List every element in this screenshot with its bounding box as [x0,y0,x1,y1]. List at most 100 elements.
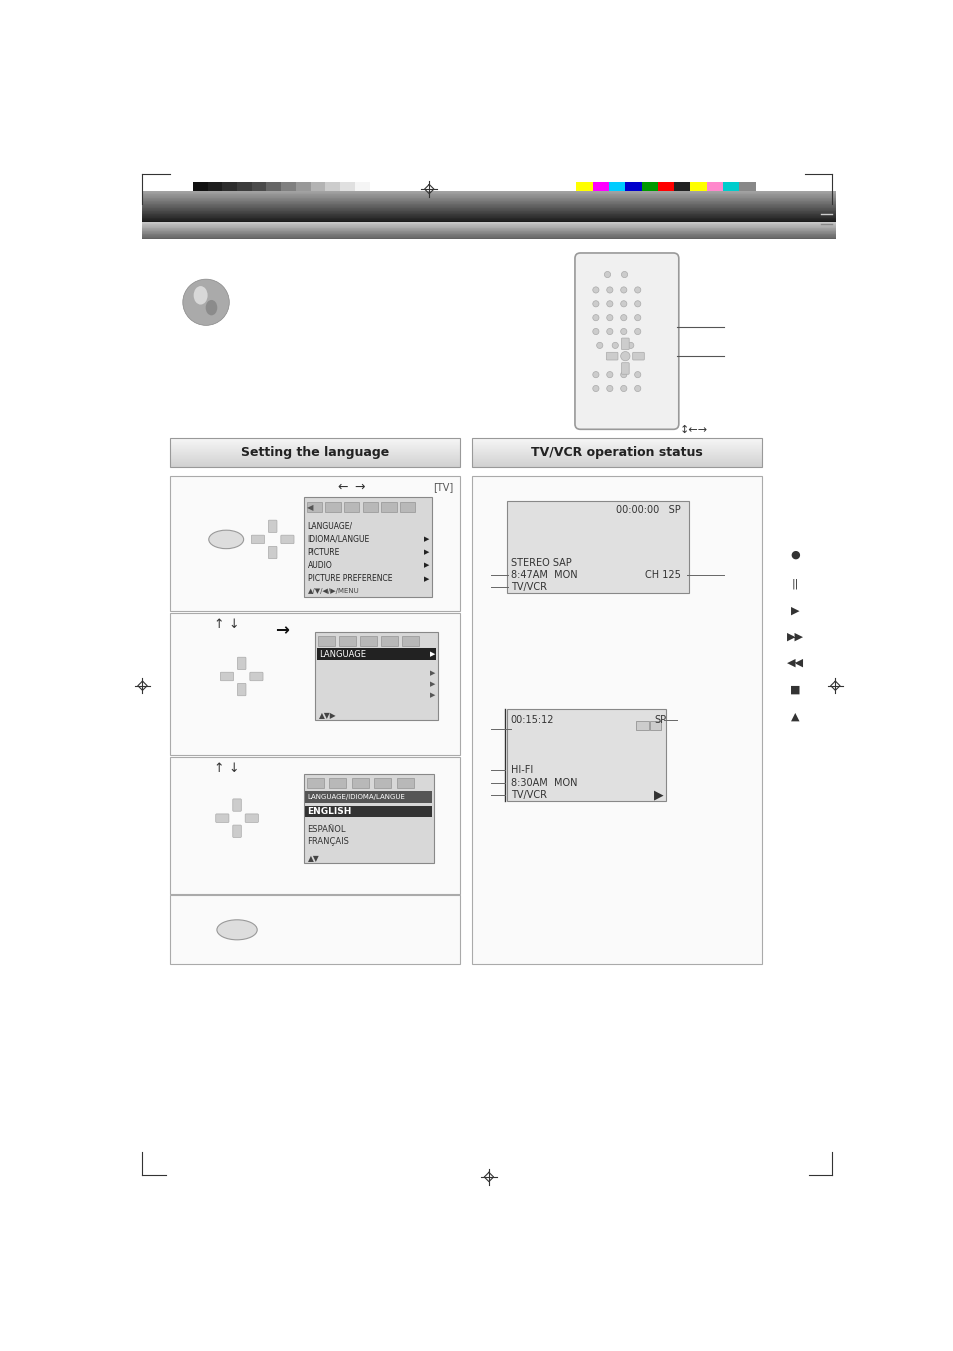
Text: ↕←→: ↕←→ [679,426,707,435]
Bar [352,778,369,788]
Text: ●: ● [789,550,799,559]
Circle shape [620,315,626,320]
Text: TV/VCR: TV/VCR [510,790,546,800]
Text: [TV]: [TV] [433,482,453,492]
Bar [355,182,369,199]
Text: ↓: ↓ [229,617,239,631]
Bar [690,182,706,199]
FancyBboxPatch shape [252,535,264,543]
Bar [170,757,459,893]
Circle shape [634,385,640,392]
Bar [266,182,281,199]
Text: ▲/▼/◀/▶/MENU: ▲/▼/◀/▶/MENU [307,588,359,594]
Bar [170,896,459,965]
Text: 00:15:12: 00:15:12 [510,715,554,724]
Text: AUDIO: AUDIO [307,561,332,570]
Text: ↑: ↑ [213,617,223,631]
Bar [307,501,322,512]
Bar [636,721,648,731]
Circle shape [606,301,612,307]
FancyBboxPatch shape [233,825,241,838]
Text: ↑: ↑ [213,762,223,774]
Circle shape [620,286,626,293]
Text: 8:47AM  MON: 8:47AM MON [510,570,577,580]
Circle shape [634,301,640,307]
Bar [340,182,355,199]
Bar [641,182,658,199]
Bar [329,778,346,788]
Bar [624,182,641,199]
Circle shape [634,328,640,335]
Circle shape [604,272,610,277]
Circle shape [606,328,612,335]
Bar [506,709,665,801]
Text: ▲▼▶: ▲▼▶ [319,711,336,720]
Bar [305,792,432,802]
Bar [170,477,459,611]
Circle shape [183,280,229,326]
Text: ◀◀: ◀◀ [785,658,802,667]
Circle shape [592,315,598,320]
Circle shape [634,372,640,378]
Bar [739,182,755,199]
Circle shape [620,385,626,392]
FancyBboxPatch shape [606,353,618,359]
Text: ↓: ↓ [229,762,239,774]
Text: 00:00:00   SP: 00:00:00 SP [616,505,680,515]
FancyBboxPatch shape [575,253,679,430]
Text: ▶: ▶ [423,550,429,555]
Bar [674,182,690,199]
Text: ESPAÑOL: ESPAÑOL [307,825,346,834]
Bar [381,501,396,512]
Text: LANGUAGE/IDIOMA/LANGUE: LANGUAGE/IDIOMA/LANGUE [307,794,405,800]
Text: CH 125: CH 125 [644,570,680,580]
Bar [252,182,266,199]
Ellipse shape [216,920,257,940]
Text: STEREO SAP: STEREO SAP [510,558,571,567]
Text: ←: ← [336,481,347,493]
Text: TV/VCR operation status: TV/VCR operation status [531,446,702,459]
Text: HI-FI: HI-FI [510,766,533,775]
FancyBboxPatch shape [280,535,294,543]
Text: ▶: ▶ [423,562,429,569]
FancyBboxPatch shape [250,673,263,681]
Circle shape [620,372,626,378]
Text: ▶: ▶ [430,692,435,698]
Text: ▲▼: ▲▼ [307,854,319,863]
Bar [281,182,295,199]
Text: ▶: ▶ [654,789,663,801]
Bar [222,182,236,199]
Bar [706,182,722,199]
Bar [236,182,252,199]
Bar [608,182,624,199]
Bar [170,438,459,467]
FancyBboxPatch shape [220,673,233,681]
Bar [193,182,208,199]
Circle shape [606,385,612,392]
Ellipse shape [193,286,208,304]
FancyBboxPatch shape [620,338,629,350]
Circle shape [592,328,598,335]
Bar [374,778,391,788]
Bar [472,438,761,467]
FancyBboxPatch shape [632,353,643,359]
FancyBboxPatch shape [233,798,241,811]
Text: ■: ■ [789,685,800,694]
Text: ENGLISH: ENGLISH [307,807,352,816]
Bar [305,805,432,816]
Circle shape [592,301,598,307]
Text: IDIOMA/LANGUE: IDIOMA/LANGUE [307,535,370,544]
Text: ▶: ▶ [430,681,435,688]
Bar [402,636,418,646]
Bar [506,501,688,593]
Text: ▶▶: ▶▶ [785,631,802,642]
Bar [399,501,415,512]
Circle shape [634,315,640,320]
Bar [396,778,414,788]
Bar [592,182,608,199]
Bar [381,636,397,646]
Bar [472,477,761,965]
Circle shape [606,315,612,320]
Circle shape [592,385,598,392]
Bar [576,182,592,199]
